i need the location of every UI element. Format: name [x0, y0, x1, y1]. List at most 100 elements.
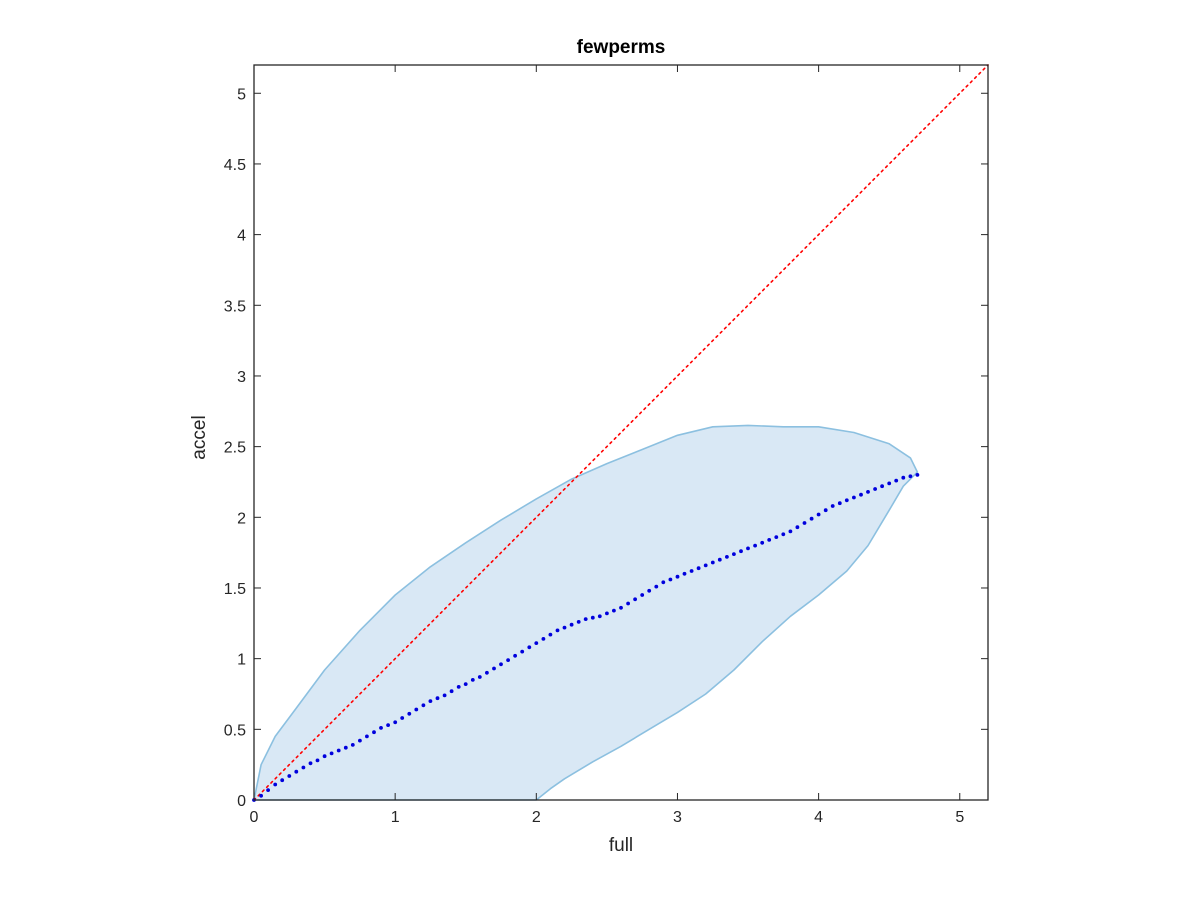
data-point [682, 571, 687, 576]
data-point [844, 498, 849, 503]
data-point [477, 675, 482, 679]
y-tick-label: 2.5 [224, 440, 246, 457]
x-axis-label: full [609, 835, 633, 856]
data-point [746, 546, 750, 551]
data-point [880, 484, 884, 489]
data-point [492, 666, 496, 671]
data-point [689, 569, 694, 573]
y-tick-label: 1 [237, 652, 246, 669]
y-tick-label: 3.5 [224, 298, 246, 315]
data-point [633, 597, 637, 602]
x-tick-label: 0 [250, 809, 259, 826]
data-point [725, 555, 729, 559]
data-point [612, 608, 616, 613]
data-point [788, 529, 793, 534]
x-tick-label: 1 [391, 809, 400, 826]
data-point [703, 563, 708, 568]
y-tick-label: 4.5 [224, 157, 246, 174]
data-point [859, 492, 863, 497]
y-tick-label: 2 [237, 510, 246, 527]
data-point [527, 645, 532, 650]
data-point [732, 552, 736, 556]
data-point [315, 758, 320, 763]
data-point [336, 748, 341, 753]
data-point [647, 588, 652, 593]
data-point [266, 788, 270, 792]
data-point [400, 716, 405, 720]
data-point [668, 577, 673, 582]
data-point [605, 611, 609, 616]
data-point [802, 521, 807, 525]
data-point [499, 662, 503, 667]
data-point [259, 793, 263, 798]
data-point [414, 707, 419, 712]
data-point [894, 478, 899, 483]
data-point [837, 501, 842, 506]
data-point [569, 622, 574, 627]
data-point [852, 495, 856, 500]
data-point [562, 625, 567, 630]
data-point [322, 754, 327, 759]
x-tick-label: 4 [814, 809, 823, 826]
x-tick-label: 3 [673, 809, 682, 826]
y-tick-label: 0.5 [224, 722, 246, 739]
data-point [640, 593, 645, 597]
data-points [252, 473, 920, 802]
data-point [774, 535, 779, 539]
data-point [350, 743, 355, 747]
data-point [301, 765, 306, 770]
data-point [901, 475, 906, 480]
data-point [816, 512, 821, 517]
data-point [386, 723, 390, 727]
data-point [520, 649, 525, 654]
data-point [513, 653, 517, 658]
data-point [435, 696, 440, 701]
data-point [555, 628, 560, 633]
data-point [710, 560, 715, 565]
data-point [739, 549, 743, 554]
data-point [485, 670, 489, 675]
data-point [795, 525, 800, 530]
data-point [675, 574, 680, 579]
data-point [287, 774, 292, 778]
data-point [597, 614, 602, 619]
data-point [273, 782, 278, 787]
data-point [294, 769, 299, 774]
confidence-region [253, 424, 919, 801]
y-tick-label: 3 [237, 369, 246, 386]
data-point [823, 508, 828, 513]
y-axis-ticks: 0 0.5 1 1.5 2 2.5 3 3.5 4 4.5 5 [224, 86, 988, 810]
data-point [421, 703, 426, 708]
data-point [358, 738, 362, 743]
data-point [428, 699, 433, 703]
data-point [781, 532, 786, 537]
data-point [470, 678, 475, 682]
data-point [506, 658, 510, 662]
data-point [576, 620, 581, 624]
x-tick-label: 5 [955, 809, 964, 826]
data-point [760, 540, 765, 545]
data-point [915, 473, 920, 477]
region-outline [253, 424, 919, 801]
axes-frame [253, 64, 989, 801]
data-point [661, 580, 666, 585]
data-point [590, 615, 595, 620]
x-axis-ticks: 0 1 2 3 4 5 [250, 65, 964, 826]
data-point [372, 730, 376, 735]
data-point [280, 778, 285, 783]
data-point [548, 632, 553, 637]
y-axis-label: accel [189, 415, 210, 459]
data-point [442, 693, 447, 698]
y-tick-label: 1.5 [224, 581, 246, 598]
x-tick-label: 2 [532, 809, 541, 826]
data-point [696, 566, 701, 571]
data-point [343, 745, 348, 750]
reference-line [253, 64, 989, 801]
data-point [619, 605, 623, 610]
data-point [866, 490, 870, 494]
data-point [541, 637, 546, 641]
data-point [379, 726, 383, 730]
data-point [830, 504, 835, 508]
y-tick-label: 0 [237, 793, 246, 810]
